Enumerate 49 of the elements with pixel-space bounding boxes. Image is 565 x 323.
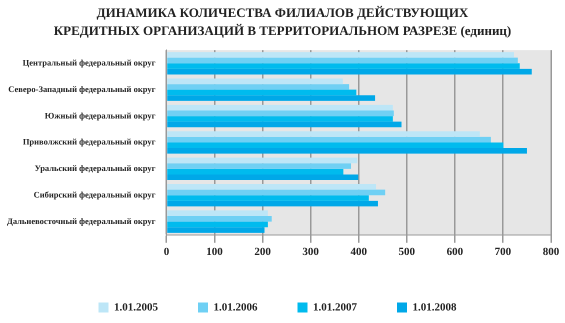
x-tick-label: 400 [350, 246, 368, 258]
legend-label: 1.01.2008 [412, 301, 457, 314]
bar [167, 142, 504, 148]
y-tick-label: Северо-Западный федеральный округ [8, 84, 156, 94]
bar [167, 104, 393, 110]
y-tick-label: Центральный федеральный округ [22, 57, 156, 68]
bar [167, 158, 358, 164]
x-tick-label: 100 [206, 246, 224, 258]
legend-label: 1.01.2007 [313, 301, 358, 314]
y-tick-label: Уральский федеральный округ [34, 163, 156, 174]
x-tick-label: 700 [494, 246, 512, 258]
bar [167, 190, 386, 196]
x-tick-label: 500 [398, 246, 416, 258]
legend-label: 1.01.2006 [214, 301, 258, 314]
bar [167, 90, 356, 96]
bar [167, 216, 272, 222]
bar [167, 174, 358, 180]
bar [167, 95, 376, 101]
bar [167, 184, 376, 190]
bar [167, 52, 514, 58]
bar [167, 200, 378, 206]
y-tick-label: Дальневосточный федеральный округ [6, 216, 156, 226]
bar [167, 227, 265, 233]
bar [167, 163, 352, 169]
x-tick-label: 800 [542, 246, 560, 258]
bar [167, 136, 491, 142]
y-tick-label: Южный федеральный округ [44, 110, 156, 120]
chart-title: ДИНАМИКА КОЛИЧЕСТВА ФИЛИАЛОВ ДЕЙСТВУЮЩИХ КРЕДИТНЫХ ОРГАНИЗАЦИЙ В ТЕРРИТОРИАЛЬНОМ РАЗРЕЗЕ (единиц) [52, 4, 512, 40]
bar [167, 131, 480, 137]
bar [167, 84, 350, 90]
x-tick-label: 200 [254, 246, 272, 258]
x-tick-label: 300 [302, 246, 320, 258]
bar [167, 68, 532, 75]
x-tick-label: 600 [446, 246, 464, 258]
bar [167, 110, 394, 116]
x-tick-label: 0 [164, 246, 170, 258]
bar [167, 116, 393, 122]
bar [167, 195, 369, 201]
y-tick-label: Сибирский федеральный округ [34, 189, 156, 200]
bar [167, 78, 343, 84]
bar [167, 168, 344, 174]
bar [167, 148, 527, 154]
bar [167, 122, 402, 128]
y-tick-label: Приволжский федеральный округ [22, 136, 156, 147]
bar [167, 210, 268, 216]
bar [167, 222, 268, 228]
bar [167, 58, 518, 64]
bar [167, 63, 520, 69]
legend-label: 1.01.2005 [114, 301, 158, 314]
